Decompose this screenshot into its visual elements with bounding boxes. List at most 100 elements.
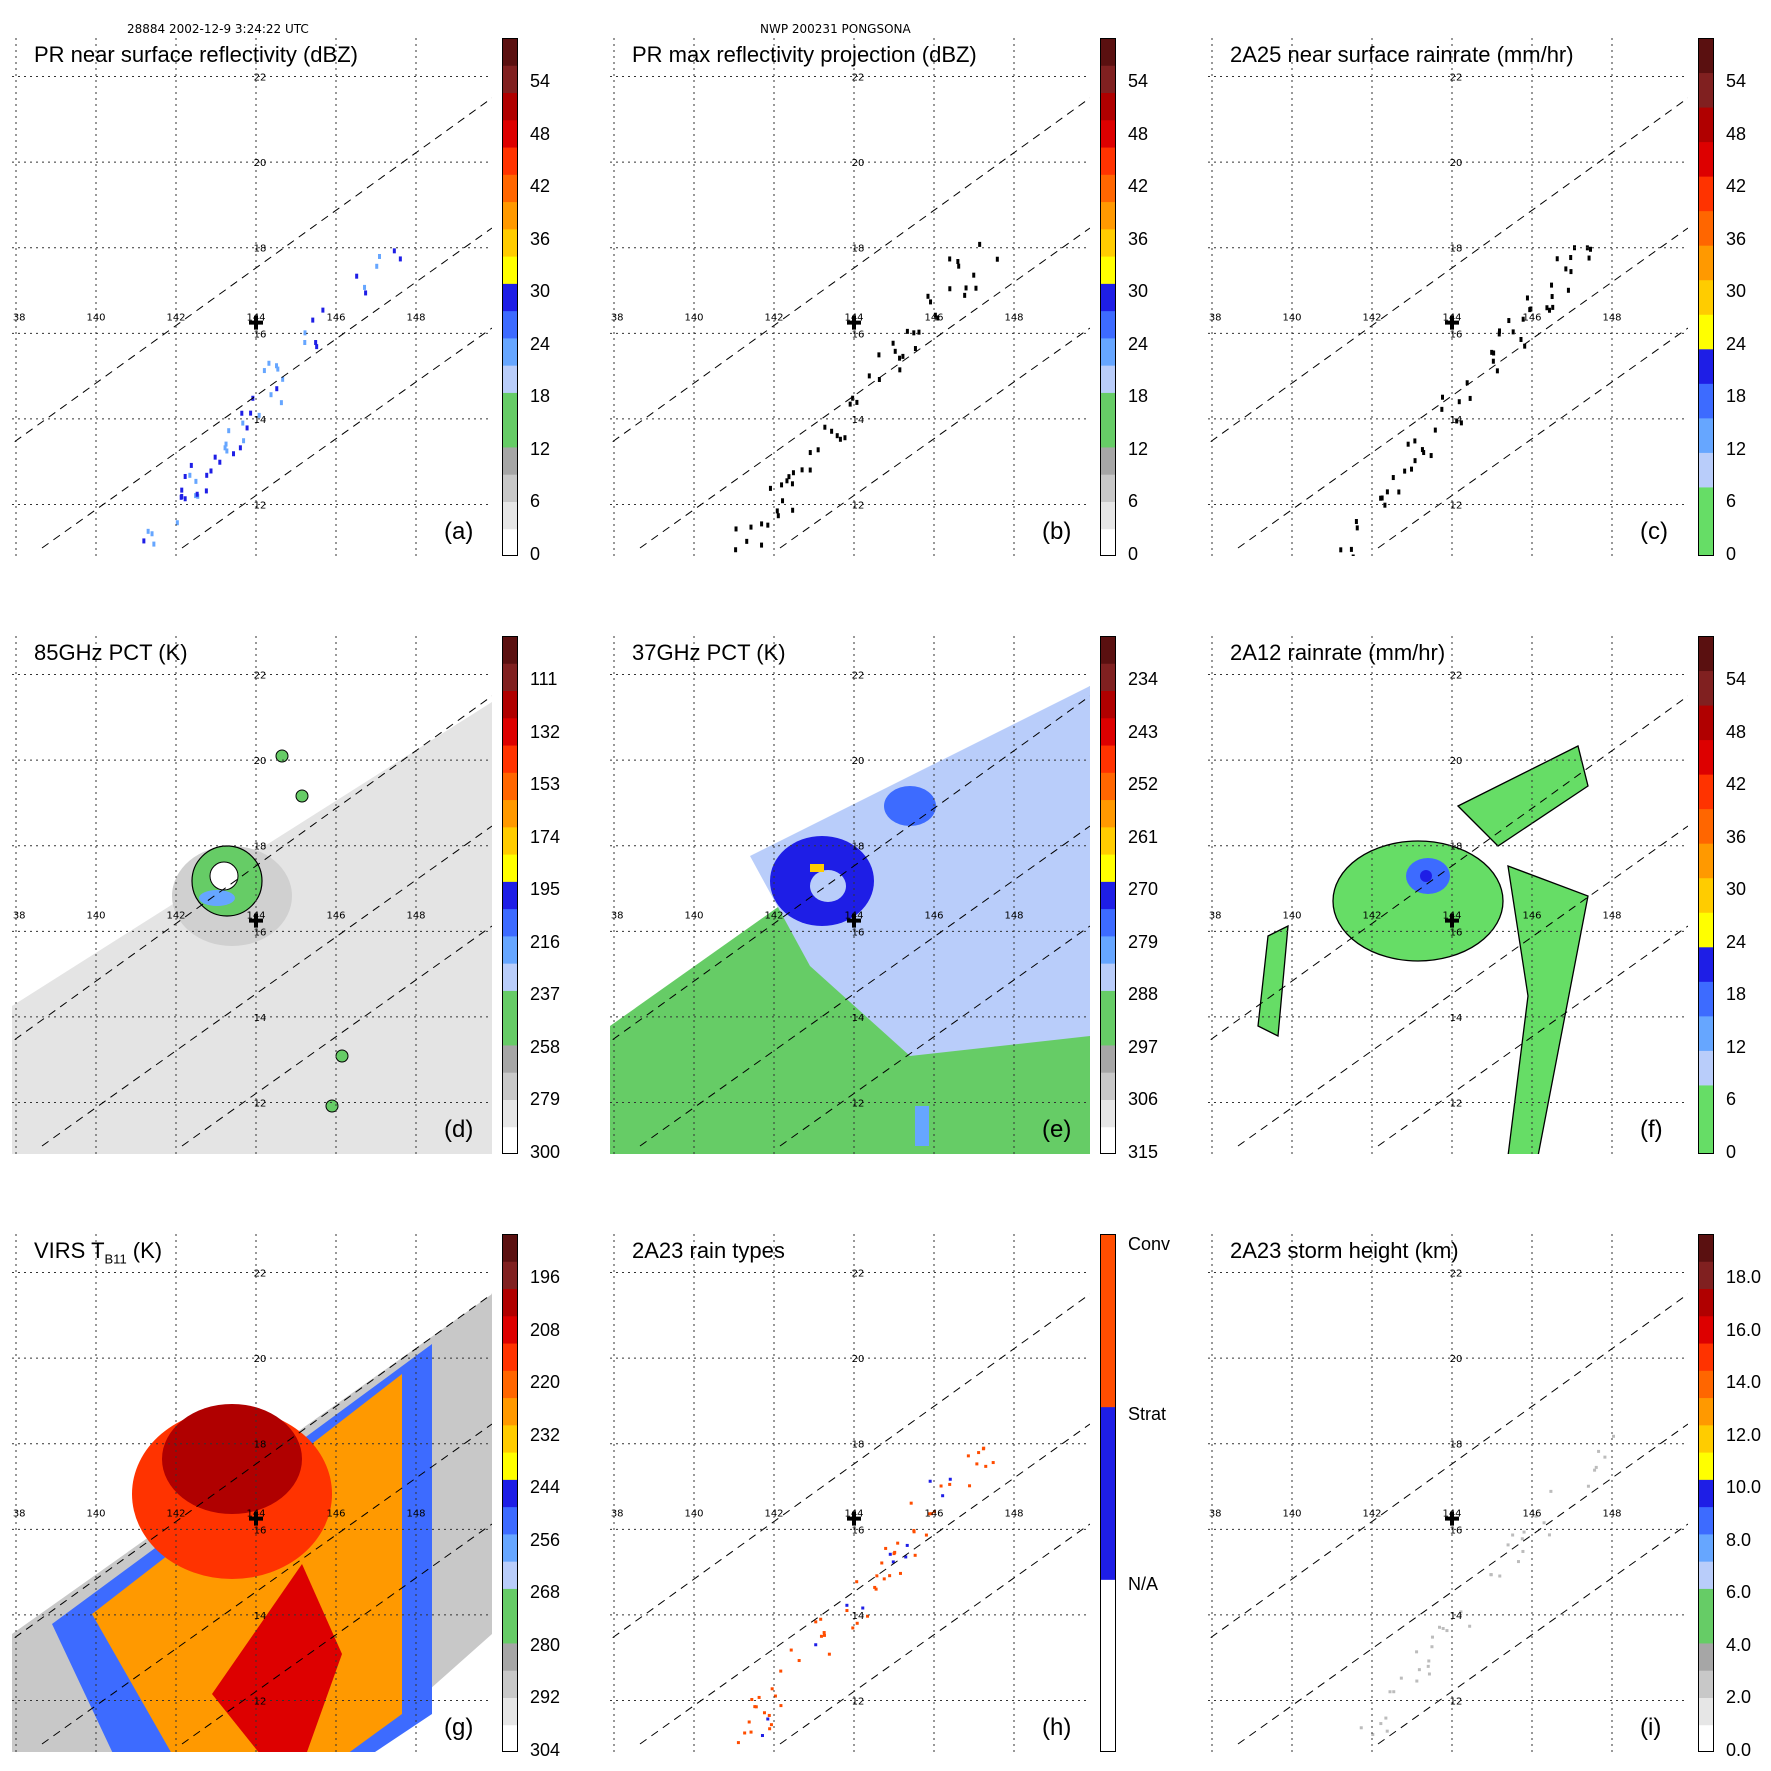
lon-label: 148 (1602, 312, 1621, 323)
lon-label: 146 (1522, 910, 1541, 921)
colorbar-segment (1100, 908, 1116, 937)
colorbar-segment (1100, 337, 1116, 366)
colorbar-tick-label: 220 (530, 1372, 561, 1393)
colorbar-segment (1100, 310, 1116, 339)
lat-label: 16 (1450, 927, 1463, 938)
storm-center-icon (249, 1511, 263, 1526)
lat-label: 20 (852, 1354, 865, 1365)
lon-labels: 138140142144146148 (1202, 1508, 1621, 1519)
colorbar-segment (1698, 1343, 1714, 1371)
colorbar-tick-label: 36 (1726, 228, 1747, 249)
colorbar-segment (1100, 38, 1116, 66)
storm-center-icon (1445, 913, 1459, 928)
colorbar-tick-label: 54 (1726, 71, 1747, 92)
colorbar-segment (502, 1343, 518, 1371)
colorbar-segment (502, 772, 518, 801)
lat-label: 14 (1450, 1611, 1463, 1622)
colorbar-segment (1698, 1370, 1714, 1399)
colorbar-segment (502, 1424, 518, 1453)
colorbar-segment (1698, 1288, 1714, 1317)
colorbar-e (1100, 636, 1116, 1155)
colorbar-segment (1100, 1234, 1116, 1408)
colorbar-tick-label: 234 (1128, 669, 1159, 690)
lon-labels: 138140142144146148 (604, 312, 1023, 323)
colorbar-tick-label: 16.0 (1726, 1319, 1762, 1340)
lat-labels: 12 14 16 18 20 22 (254, 1269, 267, 1708)
panel-title: 2A25 near surface rainrate (mm/hr) (1230, 42, 1574, 67)
colorbar-tick-label: 48 (1128, 123, 1149, 144)
colorbar-tick-label: 243 (1128, 721, 1159, 742)
map-e: 138140142144146148121416182022 (604, 636, 1090, 1154)
lat-labels: 12 14 16 18 20 22 (1450, 1269, 1463, 1708)
panel-label: (e) (1042, 1116, 1072, 1143)
lat-label: 18 (852, 842, 865, 853)
colorbar-segment (1100, 446, 1116, 475)
lat-label: 22 (852, 671, 865, 682)
colorbar-segment (1698, 1697, 1714, 1726)
colorbar-segment (1698, 1452, 1714, 1480)
lat-label: 16 (852, 927, 865, 938)
colorbar-segment (1698, 1084, 1714, 1120)
lon-label: 148 (406, 1508, 425, 1519)
lon-label: 146 (1522, 1508, 1541, 1519)
colorbar-tick-label: 42 (1128, 176, 1149, 197)
lon-label: 140 (684, 312, 703, 323)
storm-center-icon (847, 1511, 861, 1526)
colorbar-tick-label: 232 (530, 1424, 561, 1445)
panel-h: 1381401421441461481214161820222A23 rain … (604, 1234, 1176, 1753)
colorbar-tick-label: 315 (1128, 1142, 1159, 1162)
colorbar-segment (1698, 912, 1714, 948)
panel-title: VIRS TB11 (K) (34, 1238, 163, 1267)
header-center: NWP 200231 PONGSONA (760, 22, 911, 36)
lon-label: 140 (684, 910, 703, 921)
colorbar-segment (502, 147, 518, 175)
lon-label: 148 (1004, 910, 1023, 921)
colorbar-segment (1698, 279, 1714, 315)
lon-label: 138 (12, 910, 26, 921)
colorbar-tick-label: 24 (1726, 333, 1747, 354)
colorbar-tick-label: 0.0 (1726, 1740, 1752, 1760)
lat-label: 14 (852, 415, 865, 426)
colorbar-segment (1698, 808, 1714, 844)
colorbar-segment (1100, 283, 1116, 312)
colorbar-tick-label: 18 (530, 386, 551, 407)
colorbar-segment (1698, 1050, 1714, 1086)
colorbar-segment (502, 474, 518, 502)
lat-label: 20 (1450, 158, 1463, 169)
colorbar-segment (1100, 717, 1116, 746)
lon-label: 142 (166, 910, 185, 921)
lat-label: 12 (254, 1099, 267, 1110)
colorbar-segment (1698, 1670, 1714, 1698)
lat-label: 12 (1450, 1697, 1463, 1708)
colorbar-segment (1100, 201, 1116, 230)
colorbar-segment (1698, 176, 1714, 212)
map-g: 138140142144146148121416182022 (6, 1234, 492, 1752)
lat-label: 14 (1450, 1013, 1463, 1024)
colorbar-segment (502, 1452, 518, 1480)
colorbar-segment (1100, 636, 1116, 664)
colorbar-segment (502, 337, 518, 366)
colorbar-segment (502, 1044, 518, 1073)
lon-label: 148 (1602, 910, 1621, 921)
colorbar-segment (502, 1588, 518, 1617)
lon-label: 140 (1282, 910, 1301, 921)
panel-label: (b) (1042, 518, 1072, 545)
colorbar-tick-label: 304 (530, 1740, 561, 1760)
lat-label: 14 (254, 1013, 267, 1024)
colorbar-segment (1698, 107, 1714, 143)
colorbar-segment (1698, 1724, 1714, 1753)
lon-label: 142 (764, 312, 783, 323)
colorbar-tick-label: 36 (530, 228, 551, 249)
lat-label: 18 (254, 1440, 267, 1451)
panel-label: (c) (1640, 518, 1668, 545)
colorbar-segment (1100, 147, 1116, 175)
colorbar-segment (1100, 392, 1116, 421)
lon-label: 138 (1208, 312, 1222, 323)
colorbar-tick-label: 30 (1726, 879, 1747, 900)
lat-label: 18 (1450, 1440, 1463, 1451)
storm-center-icon (847, 315, 861, 330)
colorbar-tick-label: 6 (1128, 491, 1139, 512)
colorbar-segment (1698, 452, 1714, 488)
colorbar-segment (502, 92, 518, 121)
colorbar-segment (1698, 1642, 1714, 1671)
